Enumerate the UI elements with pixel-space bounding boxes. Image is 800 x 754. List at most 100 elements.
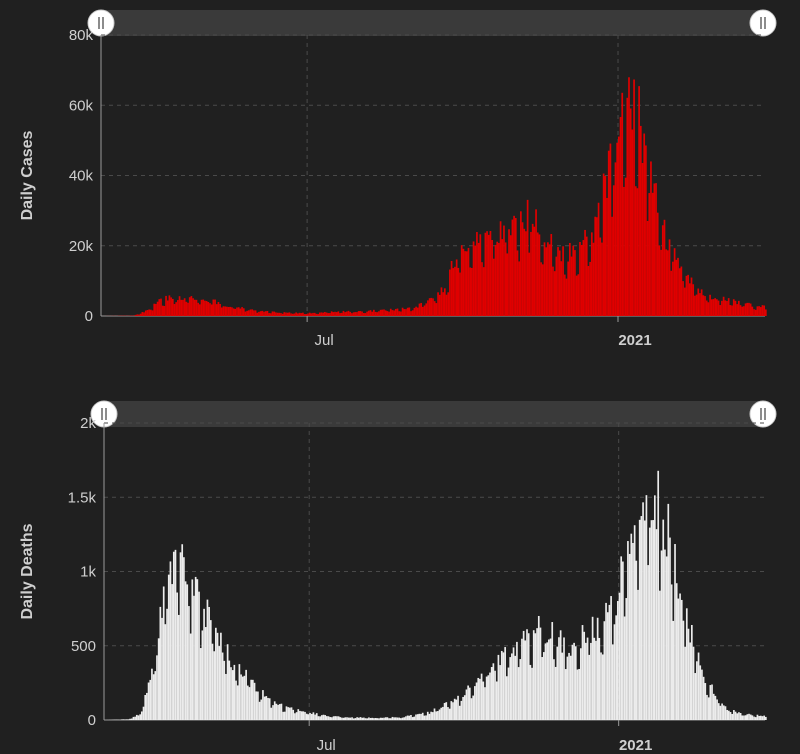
daily-bar bbox=[643, 133, 646, 316]
daily-bar bbox=[600, 652, 602, 720]
daily-bar bbox=[215, 627, 217, 720]
daily-bar bbox=[632, 542, 634, 720]
daily-bar bbox=[401, 717, 404, 720]
daily-bar bbox=[242, 308, 245, 316]
daily-bar bbox=[563, 637, 565, 720]
daily-bar bbox=[699, 293, 701, 316]
daily-bar bbox=[374, 311, 377, 316]
daily-bar bbox=[637, 589, 639, 720]
daily-bar bbox=[180, 299, 183, 316]
daily-bar bbox=[296, 313, 299, 316]
daily-bar bbox=[391, 310, 394, 316]
daily-bar bbox=[688, 283, 691, 316]
daily-bar bbox=[492, 258, 495, 316]
daily-bar bbox=[591, 616, 594, 720]
daily-bar bbox=[373, 718, 375, 720]
daily-bar bbox=[526, 199, 529, 316]
daily-bar bbox=[582, 240, 585, 316]
daily-bar bbox=[270, 707, 273, 720]
daily-bar bbox=[525, 231, 527, 316]
daily-bar bbox=[310, 713, 313, 720]
daily-bar bbox=[295, 712, 298, 720]
daily-bar bbox=[122, 719, 125, 720]
daily-bar bbox=[551, 622, 554, 720]
daily-bar bbox=[142, 706, 145, 720]
daily-bar bbox=[560, 261, 563, 316]
daily-bar bbox=[320, 312, 323, 316]
daily-bar bbox=[330, 311, 333, 316]
cases-chart-panel: 0 20k 40k 60k 80k Jul 2021 Daily Cases bbox=[19, 9, 777, 349]
handle-circle[interactable] bbox=[749, 9, 777, 37]
daily-bar bbox=[502, 652, 505, 720]
daily-bar bbox=[743, 715, 745, 720]
daily-bar bbox=[411, 717, 414, 720]
handle-circle[interactable] bbox=[749, 400, 777, 428]
daily-bar bbox=[751, 306, 754, 316]
daily-bar bbox=[514, 218, 517, 316]
daily-bar bbox=[566, 656, 569, 720]
daily-bar bbox=[204, 627, 207, 720]
daily-bar bbox=[656, 212, 659, 316]
daily-bar bbox=[663, 219, 666, 316]
daily-bar bbox=[394, 308, 397, 316]
daily-bar bbox=[315, 313, 318, 316]
daily-bar bbox=[504, 242, 507, 316]
daily-bar bbox=[457, 695, 459, 720]
daily-bar bbox=[609, 143, 612, 316]
daily-bar bbox=[496, 241, 499, 316]
daily-bar bbox=[687, 628, 690, 720]
daily-bar bbox=[593, 637, 596, 720]
daily-bar bbox=[359, 311, 362, 316]
daily-bar bbox=[513, 215, 515, 316]
range-handle-right[interactable] bbox=[749, 9, 777, 37]
daily-bar bbox=[694, 295, 696, 316]
daily-bar bbox=[606, 197, 608, 316]
daily-bar bbox=[754, 717, 757, 720]
daily-bar bbox=[511, 219, 514, 316]
daily-bar bbox=[749, 303, 752, 316]
daily-bar bbox=[158, 299, 161, 316]
daily-bar bbox=[268, 698, 271, 720]
daily-bar bbox=[263, 311, 265, 316]
daily-bar bbox=[345, 311, 348, 316]
daily-bar bbox=[364, 313, 367, 316]
daily-bar bbox=[181, 544, 184, 720]
daily-bar bbox=[590, 642, 592, 720]
daily-bar bbox=[204, 300, 206, 316]
daily-bar bbox=[717, 703, 720, 720]
daily-bar bbox=[463, 695, 466, 720]
daily-bar bbox=[498, 242, 500, 316]
daily-bar bbox=[452, 268, 455, 316]
daily-bar bbox=[568, 652, 570, 720]
range-navigator-bar[interactable] bbox=[101, 10, 765, 36]
daily-bar bbox=[452, 702, 454, 720]
daily-bar bbox=[612, 185, 615, 316]
daily-bar bbox=[261, 310, 264, 316]
daily-bar bbox=[554, 666, 557, 720]
daily-bar bbox=[655, 183, 657, 316]
daily-bar bbox=[477, 242, 480, 316]
daily-bar bbox=[125, 719, 128, 720]
daily-bar bbox=[584, 229, 586, 316]
daily-bar bbox=[427, 300, 429, 316]
daily-bar bbox=[308, 312, 311, 316]
daily-bar bbox=[763, 305, 765, 316]
daily-bar bbox=[753, 716, 755, 720]
daily-bar bbox=[151, 310, 154, 316]
range-handle-left[interactable] bbox=[87, 9, 115, 37]
daily-bar bbox=[273, 311, 276, 316]
daily-bar bbox=[394, 717, 397, 720]
daily-bar bbox=[565, 278, 568, 316]
daily-bar bbox=[442, 706, 444, 720]
range-handle-right[interactable] bbox=[749, 400, 777, 428]
daily-bar bbox=[322, 312, 325, 316]
daily-bar bbox=[571, 644, 574, 720]
daily-bar bbox=[378, 311, 380, 316]
daily-bar bbox=[167, 574, 170, 720]
daily-bar bbox=[652, 520, 654, 720]
daily-bar bbox=[477, 677, 480, 720]
daily-bar bbox=[366, 718, 369, 720]
daily-bar bbox=[376, 312, 379, 316]
daily-bar bbox=[227, 307, 230, 316]
daily-bar bbox=[440, 287, 443, 316]
